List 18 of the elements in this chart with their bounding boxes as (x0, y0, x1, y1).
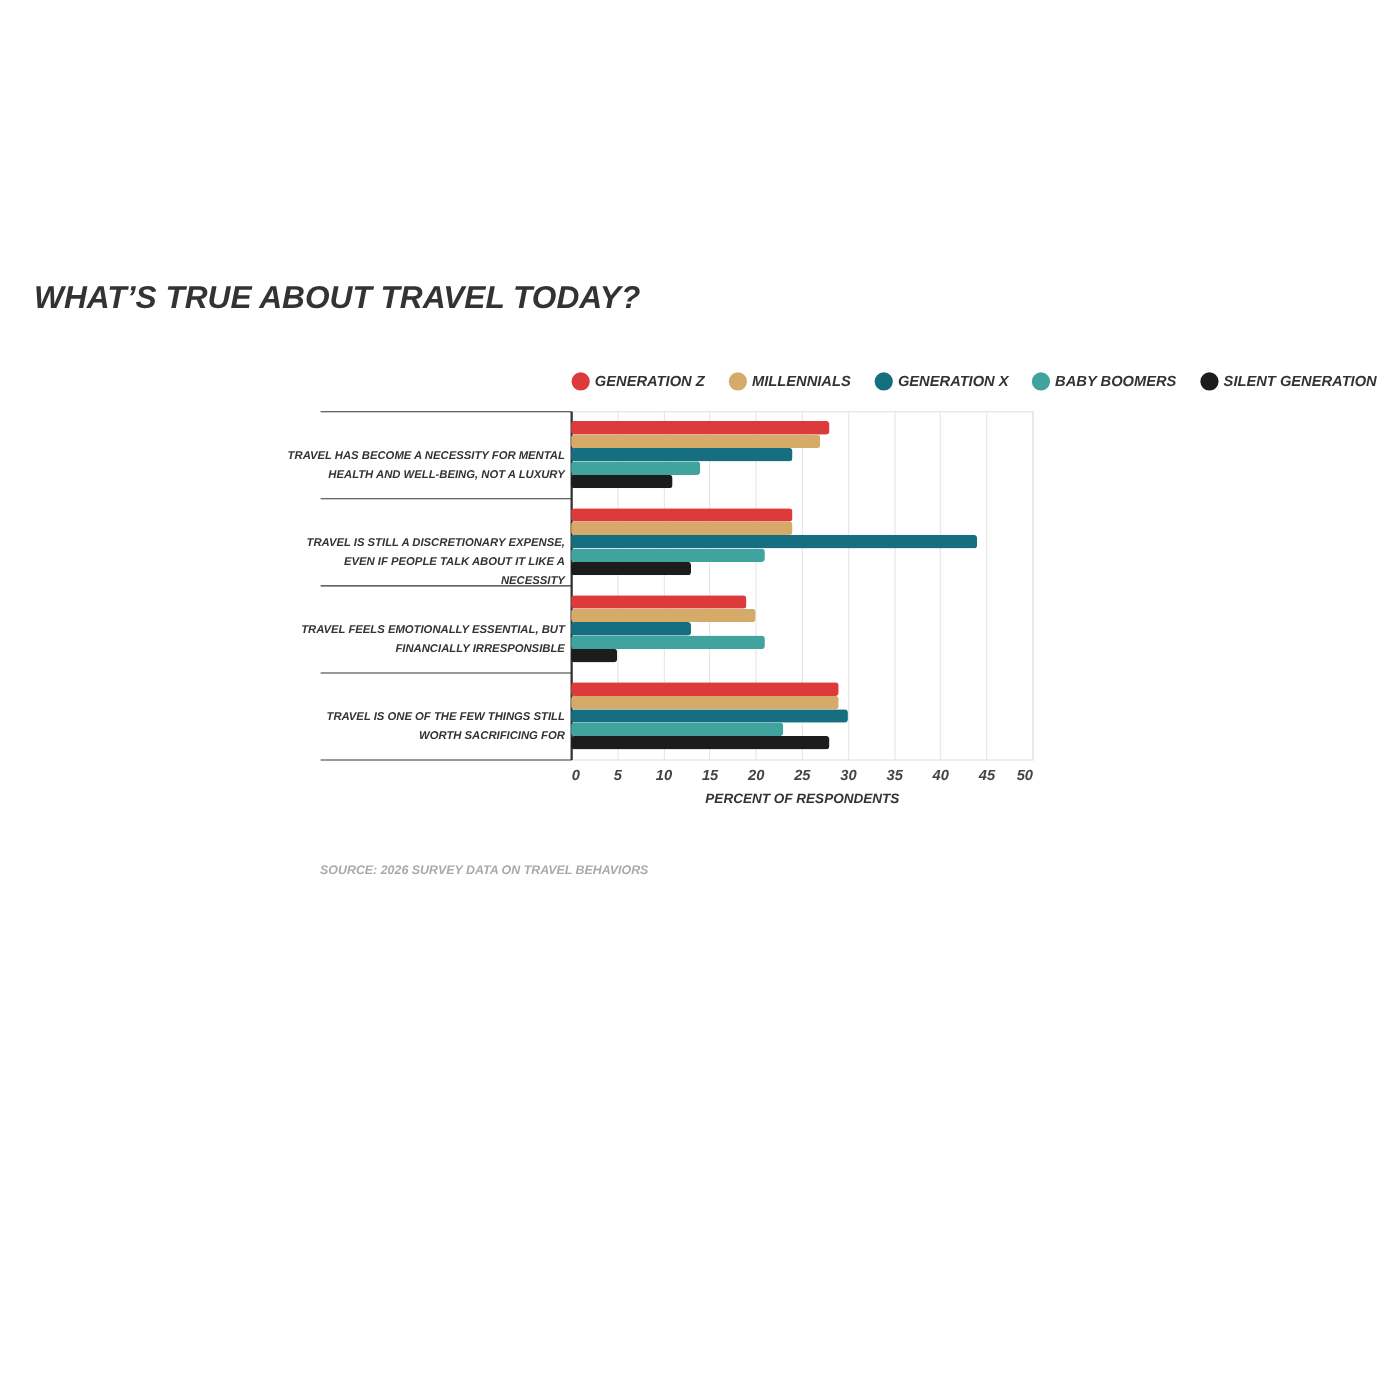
bar (571, 521, 793, 536)
bar (571, 635, 765, 650)
bar (571, 648, 618, 663)
bar (571, 622, 692, 636)
bar (571, 474, 673, 489)
bar (571, 561, 692, 576)
bar (571, 722, 784, 737)
chart-title: WHAT’S TRUE ABOUT TRAVEL TODAY? (34, 282, 641, 317)
bar (571, 735, 830, 750)
bar (571, 447, 793, 462)
bar (571, 461, 701, 475)
bar (571, 695, 839, 710)
bar (571, 421, 830, 435)
bar (571, 608, 756, 623)
bar (571, 434, 821, 449)
bar (571, 548, 765, 562)
bar (571, 534, 978, 549)
bar (571, 682, 839, 696)
